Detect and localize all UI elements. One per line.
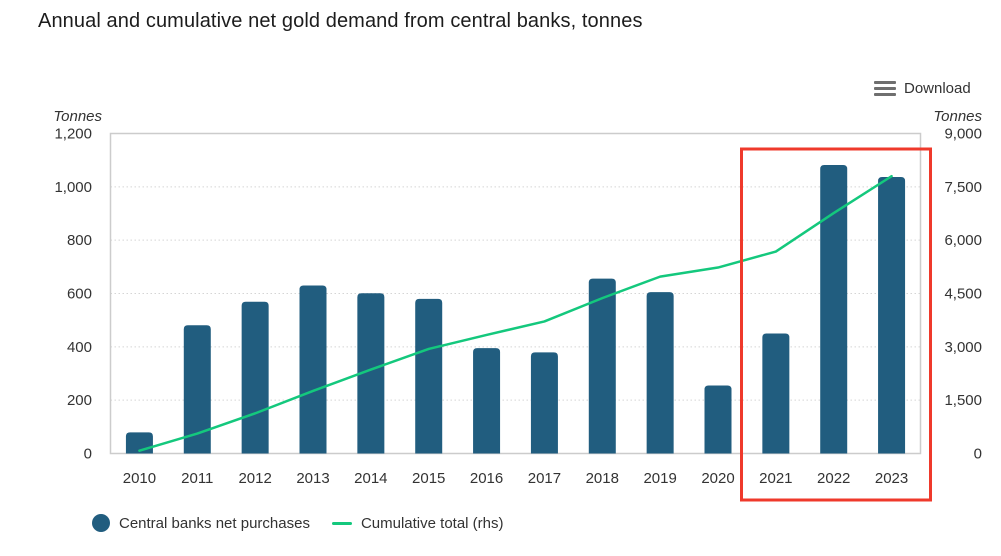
download-label: Download xyxy=(904,80,971,97)
x-axis-tick-label: 2017 xyxy=(528,470,561,487)
right-axis-tick-label: 0 xyxy=(974,446,982,463)
highlight-rectangle xyxy=(740,147,932,502)
right-axis-tick-label: 4,500 xyxy=(944,286,982,303)
download-menu-icon xyxy=(874,80,896,97)
bar-2012[interactable] xyxy=(241,301,269,454)
x-axis-tick-label: 2023 xyxy=(875,470,908,487)
x-axis-tick-label: 2015 xyxy=(412,470,445,487)
bar-2020[interactable] xyxy=(704,385,732,454)
x-axis-tick-label: 2019 xyxy=(643,470,676,487)
left-axis-tick-label: 1,200 xyxy=(54,126,92,143)
plot-border xyxy=(109,132,922,455)
legend-label-cumulative-total: Cumulative total (rhs) xyxy=(360,514,504,532)
x-axis-tick-label: 2012 xyxy=(238,470,271,487)
legend-label-central-banks: Central banks net purchases xyxy=(119,514,310,532)
cumulative-line[interactable] xyxy=(138,174,893,452)
x-axis-tick-label: 2010 xyxy=(123,470,156,487)
x-axis-tick-label: 2018 xyxy=(586,470,619,487)
x-axis-tick-label: 2016 xyxy=(470,470,503,487)
bar-2013[interactable] xyxy=(299,285,327,454)
right-axis-tick-label: 9,000 xyxy=(944,126,982,143)
left-axis-tick-label: 400 xyxy=(67,339,92,356)
left-axis-title: Tonnes xyxy=(53,108,102,125)
x-axis-tick-label: 2020 xyxy=(701,470,734,487)
chart-title: Annual and cumulative net gold demand fr… xyxy=(38,10,643,32)
x-axis-tick-label: 2022 xyxy=(817,470,850,487)
x-axis-tick-label: 2014 xyxy=(354,470,387,487)
bar-2022[interactable] xyxy=(820,164,848,454)
download-button[interactable]: Download xyxy=(874,80,971,97)
bar-2018[interactable] xyxy=(588,278,616,454)
legend: Central banks net purchases Cumulative t… xyxy=(92,514,504,532)
left-axis-tick-label: 1,000 xyxy=(54,179,92,196)
bar-2015[interactable] xyxy=(415,298,443,454)
bar-2011[interactable] xyxy=(183,325,211,454)
legend-item-central-banks-net-purchases[interactable]: Central banks net purchases xyxy=(92,514,310,532)
right-axis-tick-label: 6,000 xyxy=(944,232,982,249)
left-axis-tick-label: 800 xyxy=(67,232,92,249)
left-axis-tick-label: 600 xyxy=(67,286,92,303)
bar-2019[interactable] xyxy=(646,292,674,454)
bar-2023[interactable] xyxy=(878,176,906,454)
x-axis-tick-label: 2021 xyxy=(759,470,792,487)
right-axis-title: Tonnes xyxy=(933,108,982,125)
bar-2017[interactable] xyxy=(530,352,558,454)
right-axis-tick-label: 1,500 xyxy=(944,392,982,409)
left-axis-tick-label: 200 xyxy=(67,392,92,409)
legend-item-cumulative-total[interactable]: Cumulative total (rhs) xyxy=(331,514,504,532)
bar-2016[interactable] xyxy=(473,348,501,454)
line-series-marker-icon xyxy=(331,521,352,525)
x-axis-tick-label: 2013 xyxy=(296,470,329,487)
left-axis-tick-label: 0 xyxy=(84,446,92,463)
right-axis-tick-label: 7,500 xyxy=(944,179,982,196)
bar-2021[interactable] xyxy=(762,333,790,454)
right-axis-tick-label: 3,000 xyxy=(944,339,982,356)
x-axis-tick-label: 2011 xyxy=(181,470,213,487)
bar-series-marker-icon xyxy=(92,514,110,532)
bar-2014[interactable] xyxy=(357,293,385,454)
